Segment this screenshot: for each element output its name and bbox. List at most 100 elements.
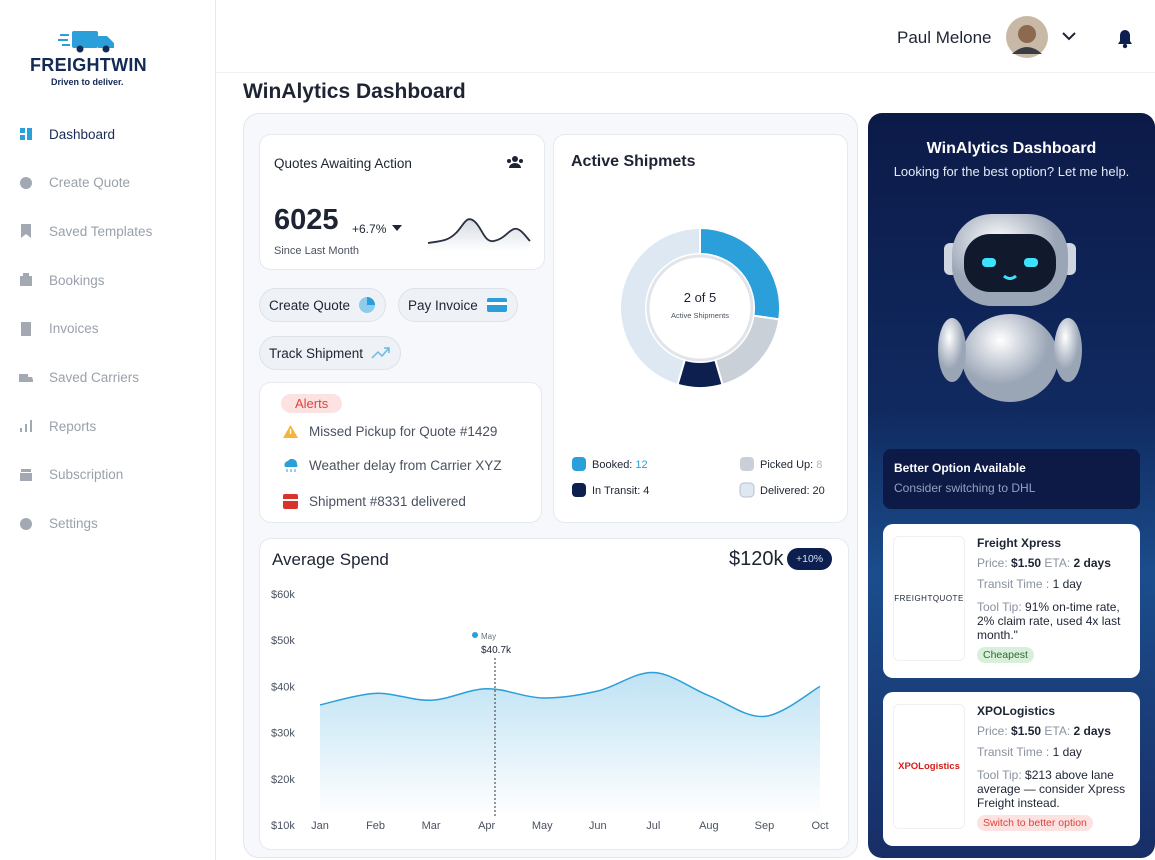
transit-label: Transit Time : <box>977 577 1050 591</box>
quotes-value: 6025 <box>274 204 339 236</box>
donut-center-caption: Active Shipments <box>671 311 729 320</box>
tagline: Driven to deliver. <box>51 77 124 87</box>
x-tick-label: May <box>532 820 553 832</box>
menu-item[interactable]: Reports <box>18 413 208 439</box>
quotes-caption: Since Last Month <box>274 245 359 257</box>
legend-value: 8 <box>816 459 822 471</box>
alerts-badge: Alerts <box>281 394 343 413</box>
y-tick-label: $10k <box>271 820 295 832</box>
carrier-name: XPOLogistics <box>977 704 1056 718</box>
eta-label: ETA: <box>1044 724 1071 738</box>
x-tick-label: Jun <box>589 820 607 832</box>
box-icon <box>283 494 298 509</box>
card-icon <box>486 298 507 312</box>
menu-item[interactable]: Bookings <box>18 267 208 293</box>
price: $1.50 <box>1011 724 1042 738</box>
annotation-dot <box>472 632 478 638</box>
price-label: Price: <box>977 724 1008 738</box>
y-tick-label: $20k <box>271 774 295 786</box>
menu-icon <box>20 468 32 481</box>
sparkline <box>427 218 531 251</box>
carrier-logo: XPOLogistics <box>893 704 965 829</box>
menu-label: Saved Templates <box>49 223 153 239</box>
menu-icon <box>20 176 32 189</box>
y-tick-label: $60k <box>271 589 295 601</box>
action-button[interactable]: Pay Invoice <box>398 288 518 322</box>
menu-item[interactable]: Settings <box>18 511 208 537</box>
warning-icon <box>283 425 298 438</box>
x-tick-label: Oct <box>811 820 828 832</box>
legend-swatch <box>572 457 586 471</box>
user-name[interactable]: Paul Melone <box>897 28 992 47</box>
price-row: Price: $1.50 ETA: 2 days <box>977 724 1132 738</box>
menu-item[interactable]: Saved Templates <box>18 218 208 244</box>
users-icon <box>507 156 523 168</box>
cloud-icon <box>284 459 298 472</box>
menu-item[interactable]: Dashboard <box>18 121 208 147</box>
pie-icon <box>359 297 376 313</box>
banner-title: Better Option Available <box>894 461 1026 475</box>
area <box>320 672 820 817</box>
transit: 1 day <box>1052 745 1082 759</box>
legend-value: 20 <box>813 485 825 497</box>
menu-item[interactable]: Invoices <box>18 316 208 342</box>
x-tick-label: Feb <box>366 820 385 832</box>
quotes-card: Quotes Awaiting Action 6025 +6.7% Since … <box>259 134 545 270</box>
legend-value: 4 <box>643 485 649 497</box>
offer-card: FREIGHTQUOTE Freight Xpress Price: $1.50 E… <box>883 524 1140 678</box>
y-tick-label: $30k <box>271 728 295 740</box>
menu-item[interactable]: Saved Carriers <box>18 365 208 391</box>
alert[interactable]: Weather delay from Carrier XYZ <box>282 458 502 473</box>
card-title: Average Spend <box>272 550 389 569</box>
spend-change: +10% <box>787 548 833 570</box>
menu-icon <box>20 273 32 287</box>
alert-text: Shipment #8331 delivered <box>309 494 466 509</box>
carrier-logo: FREIGHTQUOTE <box>893 536 965 661</box>
banner: Better Option Available Consider switchi… <box>883 449 1140 509</box>
legend-name: Picked Up: <box>760 459 813 471</box>
alert[interactable]: Missed Pickup for Quote #1429 <box>282 424 497 439</box>
eta: 2 days <box>1073 556 1111 570</box>
offer-badge[interactable]: Switch to better option <box>977 815 1093 831</box>
alert-text: Weather delay from Carrier XYZ <box>309 458 502 473</box>
down-arrow <box>392 225 402 231</box>
icon-shape <box>19 373 33 382</box>
carrier-name: Freight Xpress <box>977 536 1062 550</box>
menu-item[interactable]: Subscription <box>18 462 208 488</box>
icon-shape <box>20 273 32 287</box>
transit-row: Transit Time : 1 day <box>977 577 1132 591</box>
eta-label: ETA: <box>1044 556 1071 570</box>
menu-label: Reports <box>49 418 97 434</box>
legend-name: In Transit: <box>592 485 640 497</box>
card-title: Quotes Awaiting Action <box>274 156 412 171</box>
icon-shape <box>20 468 32 481</box>
x-tick-label: Jan <box>311 820 329 832</box>
transit-label: Transit Time : <box>977 745 1050 759</box>
menu-icon <box>19 373 33 382</box>
menu-label: Create Quote <box>49 175 131 191</box>
assistant-title: WinAlytics Dashboard <box>926 140 1097 157</box>
legend-name: Booked: <box>592 459 632 471</box>
tip: 91% on-time rate, 2% claim rate, used 4x… <box>977 600 1121 642</box>
logo-icon <box>58 31 114 53</box>
menu-item[interactable]: Create Quote <box>18 170 208 196</box>
donut-center-label: 2 of 5 <box>684 290 717 305</box>
tip-label: Tool Tip: <box>977 600 1022 614</box>
donut-segment <box>619 226 701 387</box>
y-tick-label: $40k <box>271 681 295 693</box>
offer-badge[interactable]: Cheapest <box>977 647 1034 663</box>
action-button[interactable]: Create Quote <box>259 288 387 322</box>
legend-label: Picked Up: 8 <box>760 459 822 471</box>
y-tick-label: $50k <box>271 635 295 647</box>
x-tick-label: Aug <box>699 820 719 832</box>
legend-label: Delivered: 20 <box>760 485 825 497</box>
icon-shape <box>20 517 32 530</box>
action-button[interactable]: Track Shipment <box>259 336 402 370</box>
price-row: Price: $1.50 ETA: 2 days <box>977 556 1132 570</box>
legend-value: 12 <box>635 459 647 471</box>
x-tick-label: Apr <box>478 820 495 832</box>
alert[interactable]: Shipment #8331 delivered <box>282 493 466 510</box>
x-tick-label: Sep <box>755 820 775 832</box>
tip-row: Tool Tip: 91% on-time rate, 2% claim rat… <box>977 600 1132 642</box>
